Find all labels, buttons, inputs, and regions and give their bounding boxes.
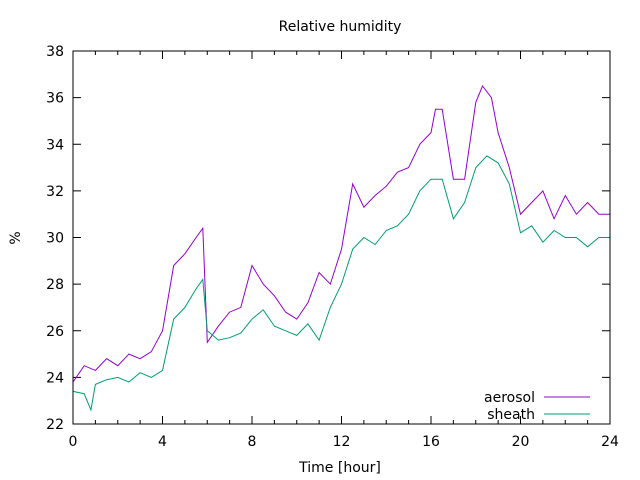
y-tick-label: 26 bbox=[46, 324, 64, 340]
y-tick-label: 22 bbox=[46, 417, 64, 433]
y-tick-label: 38 bbox=[46, 44, 64, 60]
y-tick-label: 36 bbox=[46, 91, 64, 107]
x-tick-label: 12 bbox=[333, 434, 351, 450]
legend-label-sheath: sheath bbox=[487, 407, 535, 423]
y-tick-label: 24 bbox=[46, 370, 64, 386]
series-line-aerosol bbox=[72, 85, 610, 383]
legend-label-aerosol: aerosol bbox=[484, 390, 535, 406]
x-tick-label: 20 bbox=[512, 434, 530, 450]
y-tick-label: 28 bbox=[46, 277, 64, 293]
series-line-sheath bbox=[72, 155, 610, 412]
x-tick-label: 24 bbox=[601, 434, 619, 450]
x-tick-label: 4 bbox=[158, 434, 167, 450]
y-tick-label: 30 bbox=[46, 231, 64, 247]
x-axis-label: Time [hour] bbox=[298, 460, 381, 476]
x-tick-label: 0 bbox=[69, 434, 78, 450]
y-axis-label: % bbox=[8, 231, 24, 244]
chart-title: Relative humidity bbox=[279, 19, 402, 35]
plot-border bbox=[72, 50, 611, 425]
y-tick-label: 34 bbox=[46, 137, 64, 153]
x-tick-label: 16 bbox=[422, 434, 440, 450]
y-tick-label: 32 bbox=[46, 184, 64, 200]
x-tick-label: 8 bbox=[248, 434, 257, 450]
